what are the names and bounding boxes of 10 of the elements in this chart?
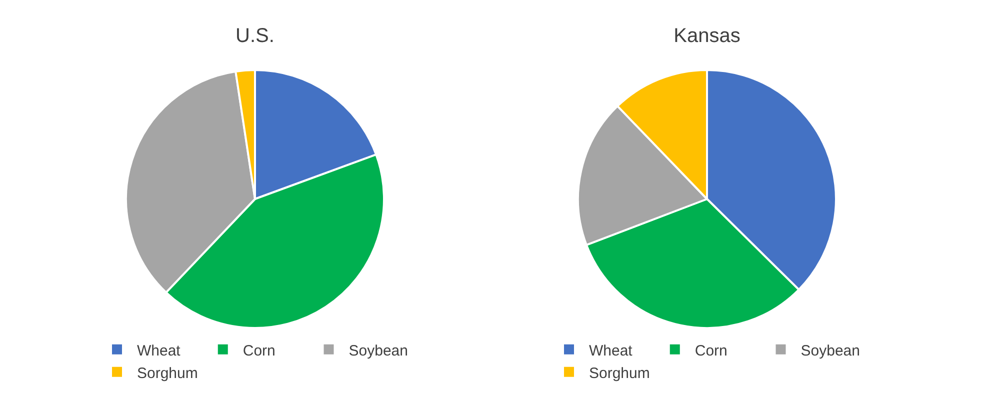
legend-label: Soybean: [348, 342, 408, 360]
legend-label: Wheat: [137, 342, 182, 360]
legend-label: Sorghum: [137, 364, 198, 382]
chart-title: Kansas: [674, 25, 740, 47]
legend-label: Corn: [242, 342, 276, 360]
legend-label: Soybean: [800, 342, 860, 360]
legend-label: Wheat: [589, 342, 634, 360]
legend-label: Corn: [694, 342, 728, 360]
legend-label: Sorghum: [589, 364, 650, 382]
chart-title: U.S.: [236, 25, 274, 47]
